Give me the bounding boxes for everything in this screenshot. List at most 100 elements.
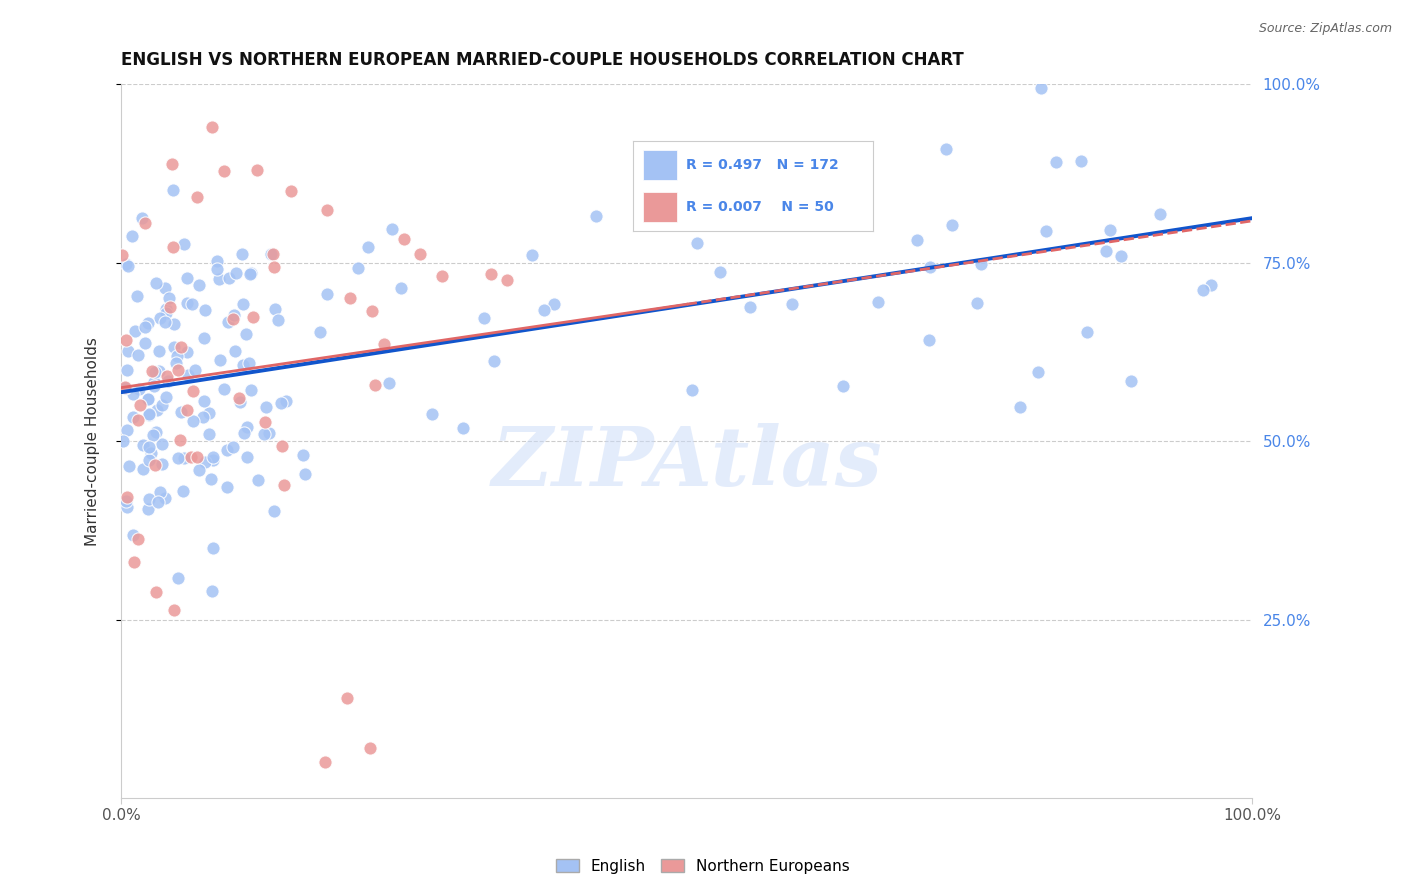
Point [112, 434, 135, 449]
Point [202, 452, 225, 467]
Point [236, 420, 259, 434]
Point [853, 186, 876, 201]
Point [709, 265, 731, 279]
Point [201, 120, 224, 134]
Point [228, 391, 250, 405]
Point [217, 315, 239, 329]
Point [118, 458, 141, 473]
Point [193, 393, 215, 408]
Point [188, 277, 211, 292]
Point [780, 296, 803, 310]
Point [212, 382, 235, 396]
Point [138, 408, 160, 422]
Text: Source: ZipAtlas.com: Source: ZipAtlas.com [1258, 22, 1392, 36]
Point [155, 369, 177, 384]
Point [1121, 374, 1143, 388]
Point [359, 741, 381, 756]
Point [314, 756, 336, 770]
Point [866, 295, 889, 310]
Point [146, 402, 169, 417]
Point [316, 203, 339, 218]
Point [392, 232, 415, 246]
Point [1192, 283, 1215, 297]
Point [194, 455, 217, 469]
Point [263, 302, 285, 317]
Point [163, 340, 186, 354]
Point [197, 406, 219, 420]
Point [127, 289, 149, 303]
Point [231, 246, 253, 260]
Point [280, 184, 302, 198]
Point [239, 383, 262, 397]
Point [232, 359, 254, 373]
Point [218, 271, 240, 285]
Point [205, 254, 228, 268]
Point [1035, 223, 1057, 237]
Point [157, 291, 180, 305]
Point [232, 426, 254, 441]
Point [208, 272, 231, 286]
Point [200, 472, 222, 486]
FancyBboxPatch shape [643, 193, 676, 222]
Point [751, 196, 773, 211]
Point [1010, 401, 1032, 415]
Point [267, 312, 290, 326]
Point [1031, 81, 1053, 95]
Point [1149, 207, 1171, 221]
Point [115, 363, 138, 377]
Point [176, 296, 198, 310]
Point [1199, 278, 1222, 293]
Point [138, 441, 160, 455]
Point [273, 478, 295, 492]
Point [136, 392, 159, 406]
Legend: English, Northern Europeans: English, Northern Europeans [550, 853, 856, 880]
Point [1070, 153, 1092, 168]
Point [166, 349, 188, 363]
Point [254, 401, 277, 415]
Point [242, 310, 264, 324]
Point [115, 333, 138, 347]
Point [193, 331, 215, 345]
Point [201, 584, 224, 599]
Point [167, 570, 190, 584]
Point [150, 398, 173, 412]
Point [167, 451, 190, 466]
Point [129, 398, 152, 412]
Point [209, 353, 232, 368]
Point [145, 277, 167, 291]
Point [136, 316, 159, 330]
Point [173, 237, 195, 252]
Point [918, 260, 941, 274]
Point [115, 494, 138, 508]
Point [479, 267, 502, 281]
Point [187, 462, 209, 476]
Point [520, 248, 543, 262]
Point [966, 296, 988, 310]
Point [247, 473, 270, 487]
Point [170, 340, 193, 354]
Point [115, 256, 138, 270]
Point [134, 319, 156, 334]
Point [1095, 244, 1118, 258]
Point [127, 348, 149, 362]
Point [221, 440, 243, 454]
Point [153, 315, 176, 329]
Point [224, 309, 246, 323]
Point [121, 528, 143, 542]
Point [160, 157, 183, 171]
Point [257, 425, 280, 440]
Point [143, 365, 166, 379]
Point [176, 345, 198, 359]
Point [451, 421, 474, 435]
Point [238, 356, 260, 370]
Point [121, 228, 143, 243]
Point [270, 439, 292, 453]
Point [155, 306, 177, 320]
Point [346, 261, 368, 276]
Point [543, 296, 565, 310]
Point [430, 268, 453, 283]
Point [124, 324, 146, 338]
Point [263, 504, 285, 518]
Point [150, 457, 173, 471]
Point [117, 343, 139, 358]
